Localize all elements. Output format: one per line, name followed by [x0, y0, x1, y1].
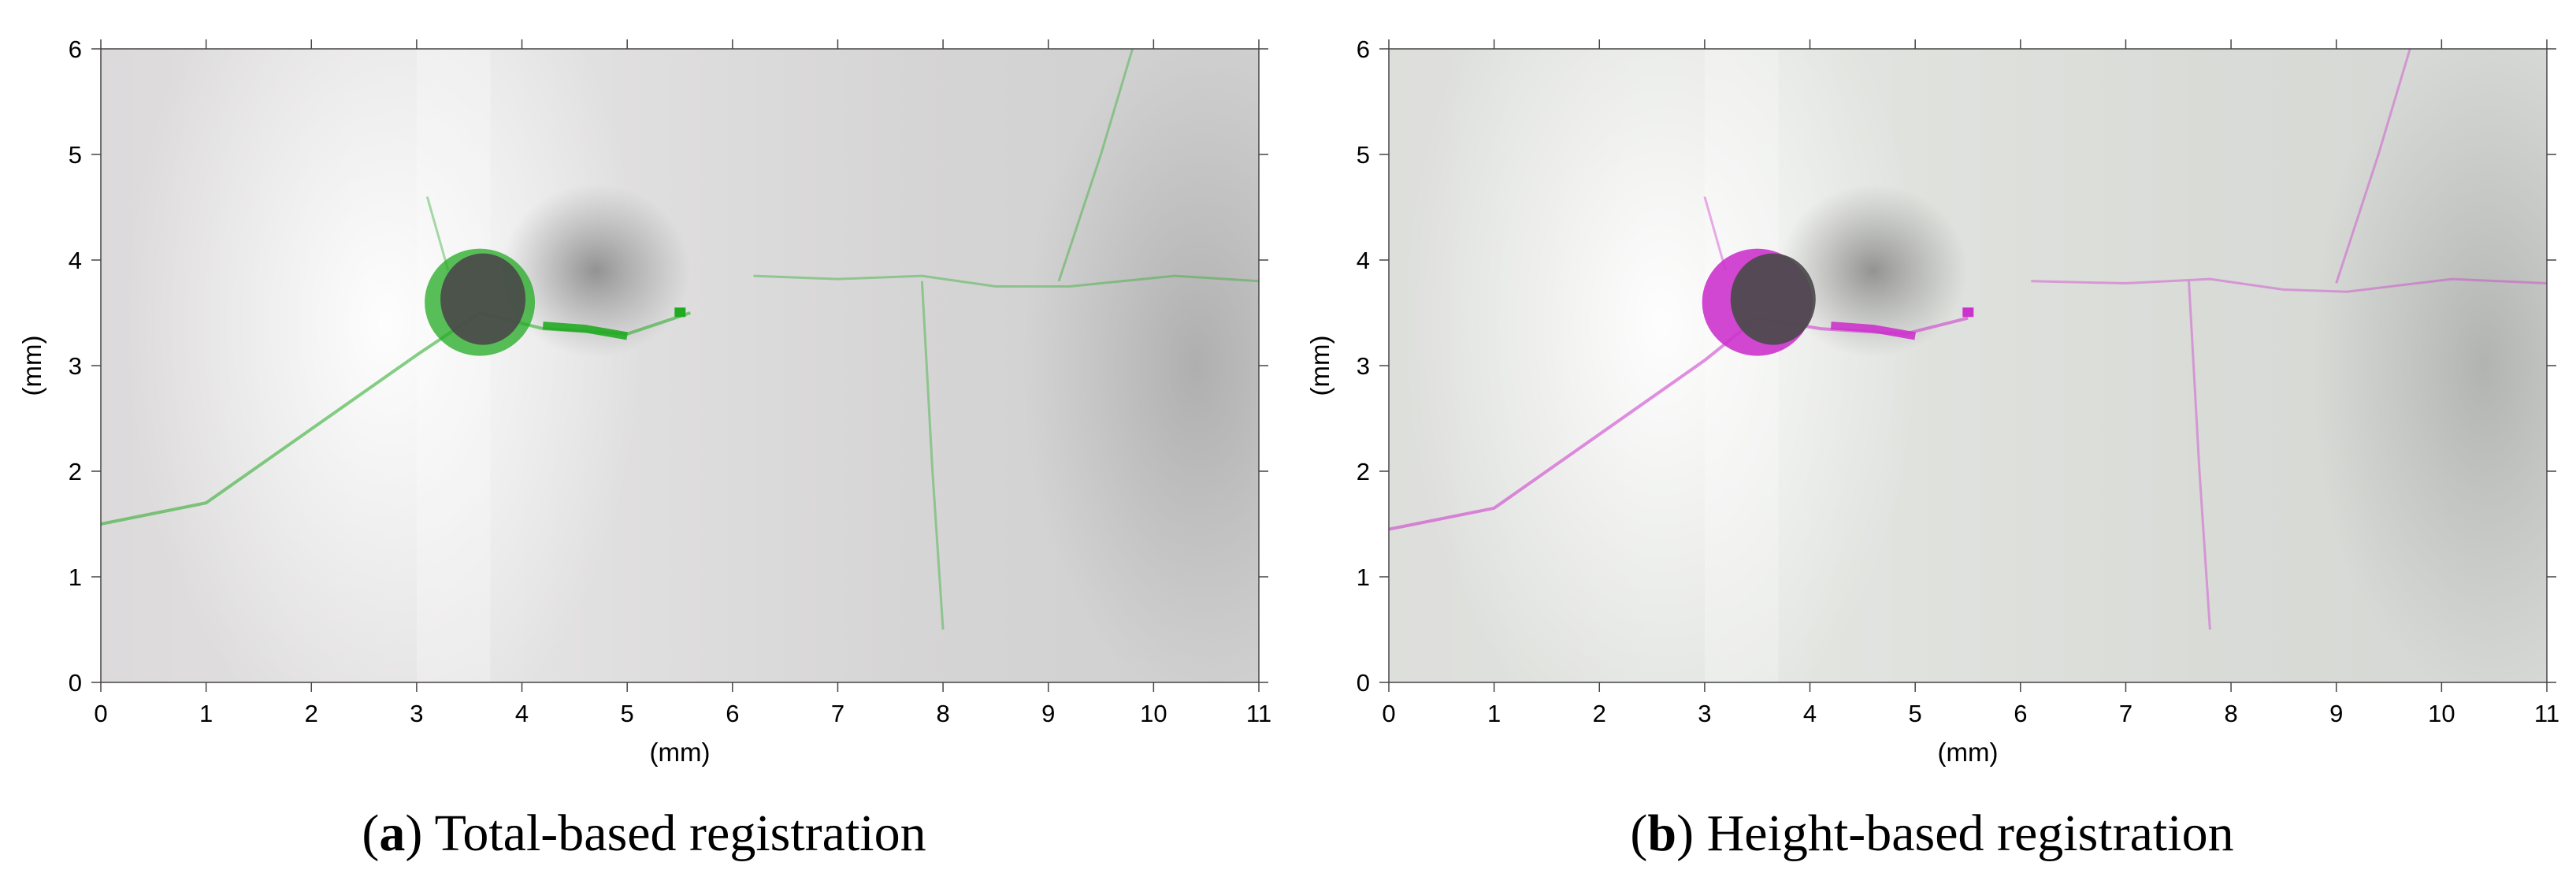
x-tick-label: 11: [2534, 700, 2559, 727]
dark-defect: [425, 248, 536, 356]
x-tick-label: 7: [2119, 700, 2132, 727]
crack-down: [920, 281, 945, 630]
x-tick-label: 8: [936, 700, 949, 727]
y-tick-label: 3: [69, 352, 82, 380]
y-tick-label: 6: [1357, 35, 1370, 63]
x-tick-label: 11: [1246, 700, 1271, 727]
x-tick-label: 1: [1487, 700, 1501, 727]
x-tick-label: 0: [94, 700, 107, 727]
y-tick-label: 2: [1357, 458, 1370, 485]
y-tick-label: 5: [69, 141, 82, 169]
y-tick-label: 0: [1357, 669, 1370, 697]
y-axis-label: (mm): [17, 336, 46, 396]
x-tick-label: 5: [1909, 700, 1922, 727]
crack-highlight: [1830, 321, 1917, 340]
panel-a: 0 1 2 3 4 5 6 7 8 9 10 11 0 1 2 3 4 5 6 (mm) (mm) (a) Total-…: [17, 35, 1271, 862]
x-tick-label: 4: [1803, 700, 1817, 727]
x-tick-label: 1: [199, 700, 213, 727]
crack-fragment: [674, 307, 686, 318]
y-tick-label: 1: [69, 563, 82, 591]
crack-down: [2188, 281, 2211, 630]
y-tick-label: 6: [69, 35, 82, 63]
y-tick-label: 4: [1357, 247, 1370, 274]
dark-defect: [1702, 248, 1816, 356]
x-tick-label: 6: [2014, 700, 2027, 727]
x-tick-label: 3: [410, 700, 423, 727]
crack-up: [425, 196, 450, 271]
x-tick-label: 10: [1140, 700, 1167, 727]
x-tick-label: 3: [1698, 700, 1711, 727]
x-tick-label: 5: [621, 700, 634, 727]
crack-surface-image: [101, 49, 1259, 682]
caption-a-label: a: [379, 805, 406, 862]
caption-a-text: Total-based registration: [434, 805, 926, 862]
y-tick-label: 3: [1357, 352, 1370, 380]
crack-surface-image: [1389, 49, 2547, 682]
x-tick-label: 2: [1593, 700, 1606, 727]
x-tick-label: 9: [2329, 700, 2343, 727]
y-tick-label: 1: [1357, 563, 1370, 591]
caption-a: (a) Total-based registration: [362, 805, 926, 862]
x-tick-label: 9: [1041, 700, 1055, 727]
x-tick-label: 7: [831, 700, 844, 727]
panel-b-plot: 0 1 2 3 4 5 6 7 8 9 10 11 0 1 2 3 4 5 6 (mm) (mm): [1305, 35, 2559, 767]
crack-right: [753, 274, 1259, 288]
panel-a-plot: 0 1 2 3 4 5 6 7 8 9 10 11 0 1 2 3 4 5 6 (mm) (mm): [17, 35, 1271, 767]
y-axis-label: (mm): [1305, 336, 1334, 396]
y-tick-label: 5: [1357, 141, 1370, 169]
crack-top: [2335, 49, 2411, 284]
x-tick-label: 10: [2428, 700, 2455, 727]
x-tick-label: 8: [2224, 700, 2237, 727]
x-axis-label: (mm): [1938, 738, 1999, 767]
y-tick-label: 2: [69, 458, 82, 485]
caption-b-text: Height-based registration: [1706, 805, 2234, 862]
x-tick-label: 0: [1382, 700, 1395, 727]
x-tick-label: 2: [305, 700, 318, 727]
crack-top: [1057, 49, 1134, 282]
caption-b: (b) Height-based registration: [1630, 805, 2234, 862]
crack-up: [1703, 196, 1728, 271]
crack-right: [2031, 277, 2547, 293]
panel-b: 0 1 2 3 4 5 6 7 8 9 10 11 0 1 2 3 4 5 6 (mm) (mm) (b) Height…: [1288, 0, 2576, 892]
x-tick-label: 4: [515, 700, 529, 727]
crack-fragment: [1962, 307, 1974, 318]
crack-highlight: [542, 321, 629, 340]
y-tick-label: 4: [69, 247, 82, 274]
caption-b-label: b: [1647, 805, 1677, 862]
y-tick-label: 0: [69, 669, 82, 697]
x-tick-label: 6: [726, 700, 739, 727]
x-axis-label: (mm): [650, 738, 711, 767]
